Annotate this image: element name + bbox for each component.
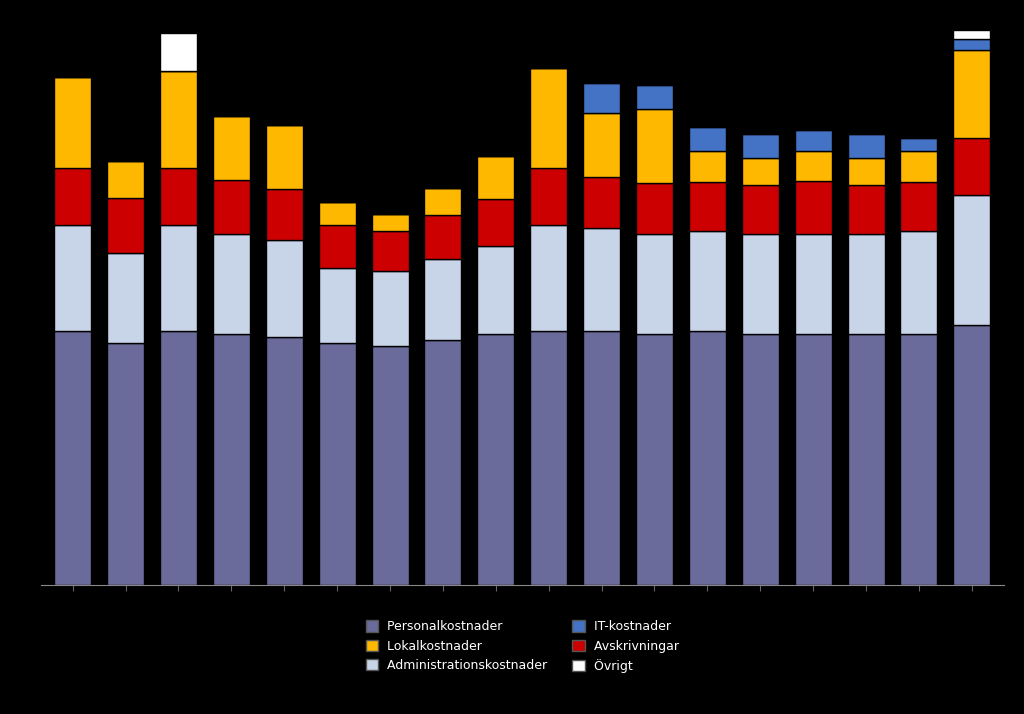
Bar	[424, 341, 462, 585]
Bar	[266, 189, 303, 241]
Bar	[900, 231, 937, 334]
Bar	[318, 343, 355, 585]
Bar	[900, 138, 937, 151]
Bar	[848, 334, 885, 585]
Bar	[318, 202, 355, 226]
Bar	[477, 199, 514, 246]
Bar	[689, 151, 726, 182]
Bar	[530, 226, 567, 331]
Bar	[424, 258, 462, 341]
Legend:  Personalkostnader,  Lokalkostnader,  Administrationskostnader,  IT-kostnader,  : Personalkostnader, Lokalkostnader, Admin…	[359, 614, 685, 679]
Bar	[372, 214, 409, 231]
Bar	[213, 334, 250, 585]
Bar	[424, 215, 462, 258]
Bar	[213, 180, 250, 234]
Bar	[795, 181, 831, 234]
Bar	[477, 156, 514, 199]
Bar	[160, 34, 197, 71]
Bar	[54, 331, 91, 585]
Bar	[108, 161, 144, 198]
Bar	[266, 126, 303, 189]
Bar	[795, 151, 831, 181]
Bar	[953, 50, 990, 138]
Bar	[318, 268, 355, 343]
Bar	[795, 130, 831, 151]
Bar	[795, 234, 831, 334]
Bar	[741, 134, 778, 158]
Bar	[848, 234, 885, 334]
Bar	[900, 182, 937, 231]
Bar	[160, 71, 197, 168]
Bar	[741, 234, 778, 334]
Bar	[318, 226, 355, 268]
Bar	[741, 185, 778, 234]
Bar	[636, 234, 673, 334]
Bar	[108, 253, 144, 343]
Bar	[953, 195, 990, 325]
Bar	[848, 158, 885, 185]
Bar	[266, 337, 303, 585]
Bar	[372, 346, 409, 585]
Bar	[953, 138, 990, 195]
Bar	[213, 116, 250, 180]
Bar	[900, 334, 937, 585]
Bar	[689, 331, 726, 585]
Bar	[583, 177, 621, 228]
Bar	[477, 246, 514, 334]
Bar	[530, 168, 567, 226]
Bar	[636, 334, 673, 585]
Bar	[689, 182, 726, 231]
Bar	[795, 334, 831, 585]
Bar	[583, 228, 621, 331]
Bar	[372, 271, 409, 346]
Bar	[54, 77, 91, 168]
Bar	[636, 85, 673, 109]
Bar	[848, 185, 885, 234]
Bar	[372, 231, 409, 271]
Bar	[848, 134, 885, 158]
Bar	[583, 114, 621, 177]
Bar	[424, 188, 462, 215]
Bar	[583, 83, 621, 114]
Bar	[741, 334, 778, 585]
Bar	[636, 109, 673, 183]
Bar	[108, 343, 144, 585]
Bar	[54, 226, 91, 331]
Bar	[689, 231, 726, 331]
Bar	[530, 331, 567, 585]
Bar	[266, 241, 303, 337]
Bar	[54, 168, 91, 226]
Bar	[530, 68, 567, 168]
Bar	[689, 127, 726, 151]
Bar	[900, 151, 937, 182]
Bar	[213, 234, 250, 334]
Bar	[477, 334, 514, 585]
Bar	[953, 325, 990, 585]
Bar	[583, 331, 621, 585]
Bar	[953, 39, 990, 50]
Bar	[160, 168, 197, 226]
Bar	[636, 183, 673, 234]
Bar	[108, 198, 144, 253]
Bar	[741, 158, 778, 185]
Bar	[953, 31, 990, 39]
Bar	[160, 331, 197, 585]
Bar	[160, 226, 197, 331]
